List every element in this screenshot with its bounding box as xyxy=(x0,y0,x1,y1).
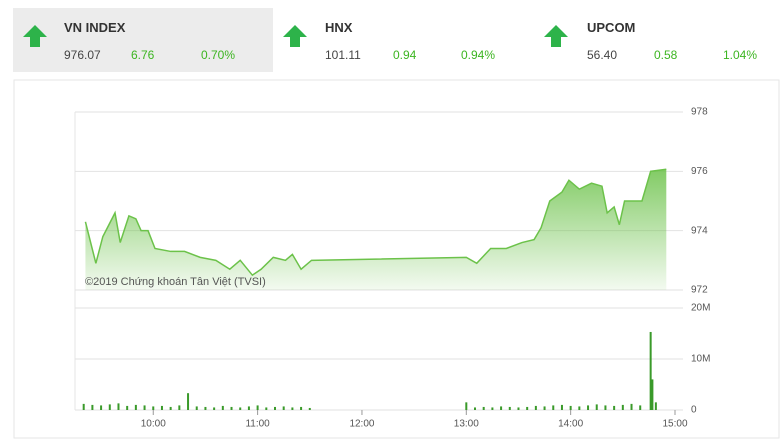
volume-bar xyxy=(569,405,572,410)
volume-bar xyxy=(543,406,546,410)
volume-bar xyxy=(613,405,616,410)
volume-bar xyxy=(282,406,285,410)
index-value: 976.07 xyxy=(64,48,101,62)
index-name: VN INDEX xyxy=(64,20,126,35)
volume-bar xyxy=(465,402,468,410)
index-name: UPCOM xyxy=(587,20,636,35)
index-change: 0.94 xyxy=(393,48,417,62)
volume-bar xyxy=(82,403,85,410)
volume-bar xyxy=(308,407,311,410)
volume-bar xyxy=(143,405,146,410)
volume-bar xyxy=(500,406,503,410)
volume-bar xyxy=(508,406,511,410)
volume-bar xyxy=(534,405,537,410)
volume-bar xyxy=(117,403,120,410)
y-tick-label: 974 xyxy=(691,225,708,236)
volume-bar xyxy=(178,405,181,410)
volume-bar xyxy=(604,405,607,410)
volume-bar xyxy=(221,405,224,410)
volume-bar xyxy=(108,404,111,410)
index-change: 6.76 xyxy=(131,48,155,62)
y-tick-label: 972 xyxy=(691,285,708,296)
y-tick-label: 978 xyxy=(691,107,708,118)
volume-bar xyxy=(621,404,624,410)
index-name: HNX xyxy=(325,20,353,35)
index-panel[interactable]: UPCOM 56.40 0.58 1.04% xyxy=(533,8,780,72)
volume-bar xyxy=(134,404,137,410)
volume-bar xyxy=(239,407,242,410)
x-tick-label: 10:00 xyxy=(141,419,166,430)
up-arrow xyxy=(544,25,568,47)
volume-bar xyxy=(169,406,172,410)
volume-bar xyxy=(230,406,233,410)
y-tick-label: 10M xyxy=(691,354,710,365)
volume-bar xyxy=(187,393,190,410)
y-tick-label: 20M xyxy=(691,303,710,314)
volume-bar xyxy=(100,405,103,410)
up-arrow xyxy=(283,25,307,47)
volume-bar xyxy=(126,405,129,410)
index-panel[interactable]: HNX 101.11 0.94 0.94% xyxy=(273,8,533,72)
y-tick-label: 0 xyxy=(691,405,697,416)
volume-bar xyxy=(491,407,494,410)
volume-bar xyxy=(265,407,268,410)
volume-bar xyxy=(91,404,94,410)
index-change: 0.58 xyxy=(654,48,678,62)
index-value: 56.40 xyxy=(587,48,618,62)
volume-bar xyxy=(649,331,652,410)
volume-bar xyxy=(560,404,563,410)
x-tick-label: 14:00 xyxy=(558,419,583,430)
volume-bar xyxy=(160,405,163,410)
chart-frame xyxy=(13,79,780,439)
volume-bar xyxy=(291,407,294,410)
y-tick-label: 976 xyxy=(691,166,708,177)
volume-bar xyxy=(517,407,520,410)
volume-bar xyxy=(578,406,581,410)
up-arrow xyxy=(23,25,47,47)
volume-bar xyxy=(587,405,590,410)
x-tick-label: 11:00 xyxy=(245,419,270,430)
volume-bar xyxy=(274,406,276,410)
volume-bar xyxy=(256,405,259,410)
index-percent: 0.70% xyxy=(200,48,235,62)
x-tick-label: 13:00 xyxy=(454,419,479,430)
index-percent: 0.94% xyxy=(460,48,495,62)
volume-bar xyxy=(474,407,476,410)
volume-bar xyxy=(595,404,598,410)
price-line xyxy=(84,168,667,277)
volume-bar xyxy=(526,406,529,410)
volume-bar xyxy=(213,407,216,410)
volume-bar xyxy=(630,403,633,410)
volume-bar xyxy=(300,406,303,410)
index-value: 101.11 xyxy=(325,48,361,62)
volume-bar xyxy=(552,405,555,410)
area-fill xyxy=(85,169,667,290)
volume-bar xyxy=(651,379,654,410)
volume-bar xyxy=(204,406,207,410)
index-panel[interactable]: VN INDEX 976.07 6.76 0.70% xyxy=(13,8,273,72)
volume-bar xyxy=(639,405,642,410)
volume-bar xyxy=(247,406,250,410)
volume-bar xyxy=(152,406,155,410)
watermark: ©2019 Chứng khoán Tân Việt (TVSI) xyxy=(85,276,266,288)
volume-bar xyxy=(654,402,657,410)
index-percent: 1.04% xyxy=(722,48,757,62)
x-tick-label: 12:00 xyxy=(349,419,374,430)
x-tick-label: 15:00 xyxy=(662,419,687,430)
volume-bar xyxy=(195,406,198,410)
volume-bar xyxy=(482,406,485,410)
